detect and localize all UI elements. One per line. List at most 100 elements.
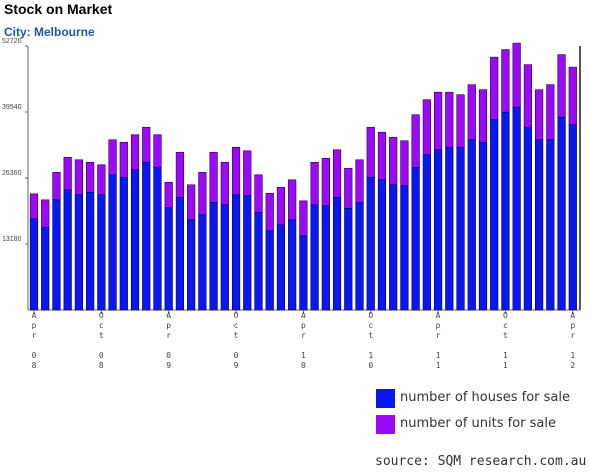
bar-units	[344, 167, 353, 209]
bar-units	[231, 146, 241, 196]
bar-houses	[97, 194, 106, 311]
y-tick-label: 39540	[2, 104, 22, 111]
bar-units	[86, 161, 95, 193]
bar-units	[389, 136, 398, 186]
bar-units	[501, 49, 510, 113]
bar-units	[187, 184, 196, 221]
bar-houses	[355, 202, 364, 311]
bar-houses	[523, 126, 532, 311]
bar-units	[175, 151, 185, 198]
bar-houses	[546, 139, 555, 311]
bar-units	[445, 91, 454, 148]
bar-houses	[243, 195, 252, 311]
bar-units	[74, 159, 83, 196]
bar-units	[478, 89, 488, 143]
bar-houses	[288, 219, 297, 311]
bar-units	[119, 141, 128, 178]
bar-units	[254, 174, 263, 213]
bar-houses	[74, 194, 83, 311]
bar-houses	[108, 174, 117, 311]
bar-houses	[535, 139, 544, 311]
legend-swatch-units	[376, 415, 395, 434]
legend-label-units: number of units for sale	[400, 416, 556, 431]
bar-units	[276, 187, 286, 226]
bar-houses	[175, 197, 185, 311]
bar-houses	[377, 179, 387, 311]
bar-units	[490, 56, 499, 121]
bar-units	[546, 84, 555, 141]
bar-units	[41, 199, 50, 228]
bar-units	[265, 193, 274, 232]
bar-units	[366, 126, 375, 178]
bar-houses	[299, 235, 308, 311]
bar-units	[355, 159, 364, 203]
bar-houses	[29, 218, 39, 311]
bar-houses	[344, 208, 353, 311]
bar-units	[243, 150, 252, 197]
bar-houses	[198, 214, 207, 311]
bar-houses	[422, 154, 431, 311]
bar-houses	[52, 199, 61, 311]
bar-units	[29, 193, 39, 220]
bar-houses	[209, 202, 218, 311]
bar-houses	[490, 119, 499, 311]
bar-units	[433, 91, 443, 151]
bar-houses	[568, 124, 577, 311]
bar-houses	[467, 139, 476, 311]
bar-units	[220, 161, 229, 206]
bar-houses	[389, 184, 398, 311]
y-tick-label: 52720	[2, 38, 22, 45]
bar-units	[535, 89, 544, 141]
bar-houses	[512, 106, 521, 311]
source-note: source: SQM research.com.au	[375, 454, 587, 469]
bar-houses	[220, 204, 229, 311]
chart-title: Stock on Market	[4, 1, 113, 17]
bar-units	[288, 179, 297, 221]
bar-units	[321, 157, 330, 207]
bar-houses	[63, 189, 72, 311]
y-tick-label: 13180	[2, 236, 22, 243]
legend-label-houses: number of houses for sale	[400, 390, 570, 405]
bar-units	[142, 126, 151, 163]
bar-units	[153, 134, 162, 168]
bar-houses	[276, 224, 286, 311]
bar-houses	[445, 146, 454, 311]
bar-houses	[501, 111, 510, 311]
bar-houses	[119, 176, 128, 311]
bar-units	[108, 139, 117, 176]
bar-units	[557, 54, 566, 118]
bar-units	[164, 182, 173, 208]
bar-units	[130, 134, 140, 171]
bar-units	[512, 42, 521, 108]
bar-units	[456, 94, 465, 148]
bar-houses	[86, 192, 95, 311]
bar-units	[299, 200, 308, 237]
bar-units	[568, 66, 577, 126]
bar-units	[63, 156, 72, 191]
bar-houses	[332, 197, 342, 311]
bar-units	[467, 84, 476, 141]
bar-units	[198, 171, 207, 216]
bar-houses	[321, 205, 330, 311]
bar-houses	[456, 146, 465, 311]
bar-units	[310, 161, 319, 206]
bar-houses	[433, 149, 443, 311]
bar-houses	[164, 207, 173, 311]
chart-subtitle: City: Melbourne	[4, 25, 95, 39]
bar-houses	[41, 227, 50, 311]
bar-houses	[366, 176, 375, 311]
bar-houses	[142, 161, 151, 311]
bar-houses	[557, 116, 566, 311]
bar-houses	[265, 230, 274, 311]
legend-swatch-houses	[376, 389, 395, 408]
bar-units	[97, 164, 106, 196]
bar-units	[411, 114, 420, 168]
bar-houses	[310, 204, 319, 311]
bar-houses	[231, 194, 241, 311]
